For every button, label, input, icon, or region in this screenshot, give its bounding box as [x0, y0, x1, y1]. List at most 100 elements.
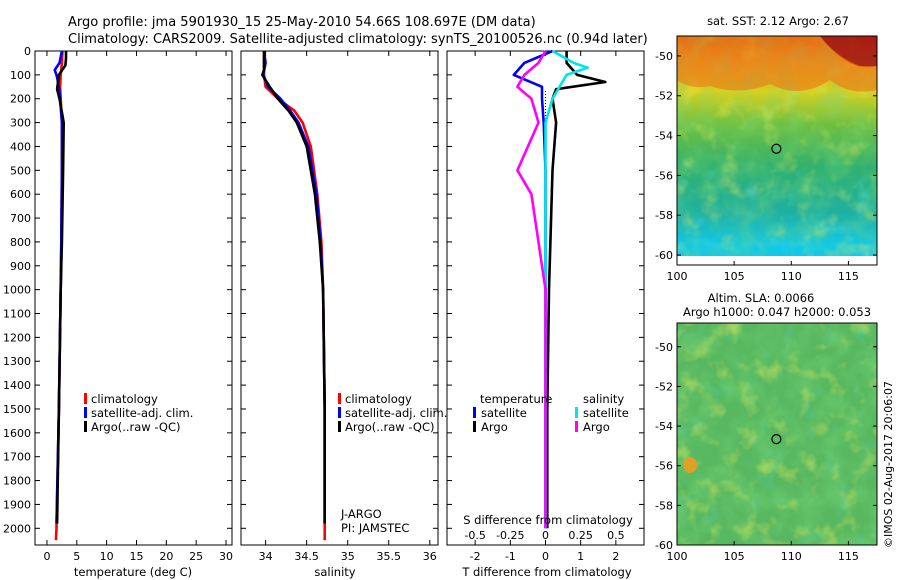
figure-title-line1: Argo profile: jma 5901930_15 25-May-2010… [68, 15, 536, 30]
legend-label-temp-satellite: satellite [481, 406, 527, 420]
depth-tick-label: 1100 [3, 308, 31, 321]
temperature-panel: 0100200300400500600700800900100011001200… [3, 45, 233, 579]
legend-label-temp-argo: Argo [481, 420, 508, 434]
depth-tick-label: 1400 [3, 379, 31, 392]
lat-tick-label: -56 [655, 460, 673, 473]
legend-swatch-temp-satellite [473, 407, 476, 418]
figure-title-line2: Climatology: CARS2009. Satellite-adjuste… [68, 32, 648, 47]
x-tick-label: 0 [43, 550, 50, 563]
sst-lat-axis: -50 -52 -54 -56 -58 -60 [655, 50, 877, 262]
series-line-satellite-adj-clim- [261, 50, 327, 524]
legend-swatch-satellite [338, 407, 341, 418]
x2-tick-label: 0.5 [607, 529, 625, 542]
series-line-climatology [262, 51, 327, 541]
lat-tick-label: -50 [655, 50, 673, 63]
legend-swatch-satellite [84, 407, 87, 418]
x2-tick-label: 0.25 [568, 529, 593, 542]
sst-texture-cyan [677, 170, 877, 256]
sst-warm-corner [820, 36, 877, 68]
series-line-salinity-argo [516, 50, 547, 529]
x-tick-label: 20 [159, 550, 173, 563]
lat-tick-label: -60 [655, 539, 673, 552]
lon-tick-label: 110 [781, 550, 802, 563]
depth-tick-label: 800 [10, 236, 31, 249]
sst-no-data-strip [677, 256, 877, 265]
salinity-axes-frame [240, 50, 439, 546]
x-tick-label: 35 [341, 550, 355, 563]
sla-orange-spot [683, 457, 697, 473]
lon-tick-label: 110 [781, 270, 802, 283]
lat-tick-label: -52 [655, 380, 673, 393]
depth-tick-label: 300 [10, 117, 31, 130]
depth-tick-label: 1800 [3, 475, 31, 488]
s-difference-label: S difference from climatology [463, 513, 633, 527]
argo-location-marker [771, 143, 782, 154]
difference-depth-ticks [447, 50, 644, 529]
difference-series [512, 49, 607, 529]
lon-tick-label: 105 [724, 550, 745, 563]
sst-map-frame [676, 35, 878, 266]
depth-tick-label: 700 [10, 212, 31, 225]
legend-label-satellite: satellite-adj. clim. [91, 406, 193, 420]
x-tick-label: -2 [470, 550, 481, 563]
lat-tick-label: -54 [655, 130, 673, 143]
x-tick-label: 36 [423, 550, 437, 563]
sla-map-panel: Altim. SLA: 0.0066 Argo h1000: 0.047 h20… [655, 291, 878, 563]
lat-tick-label: -52 [655, 90, 673, 103]
pi-annotation: PI: JAMSTEC [341, 521, 409, 535]
depth-tick-label: 1700 [3, 451, 31, 464]
argo-location-marker [771, 434, 782, 445]
sla-map-title: Altim. SLA: 0.0066 [708, 291, 815, 305]
x-tick-label: 0 [542, 550, 549, 563]
legend-swatch-argo [338, 421, 341, 432]
series-line-temperature-argo [545, 51, 607, 529]
temperature-series [53, 50, 68, 541]
x-tick-label: 2 [612, 550, 619, 563]
series-line-salinity-satellite [544, 49, 590, 529]
x-tick-label: 15 [129, 550, 143, 563]
lat-tick-label: -50 [655, 341, 673, 354]
temperature-x-axis: 0 5 10 15 20 25 30 [43, 51, 233, 563]
series-line-argo-raw-qc- [260, 51, 327, 524]
salinity-x-axis: 34 34.5 35 35.5 36 [259, 51, 437, 563]
depth-tick-label: 400 [10, 140, 31, 153]
x2-tick-label: -0.25 [496, 529, 524, 542]
sla-lon-axis: 100 105 110 115 [667, 541, 859, 563]
legend-swatch-sal-satellite [575, 407, 578, 418]
t-difference-xlabel: T difference from climatology [461, 565, 632, 579]
legend-label-argo: Argo(..raw -QC) [345, 420, 435, 434]
jargo-annotation: J-ARGO [340, 507, 382, 521]
legend-label-satellite: satellite-adj. clim. [345, 406, 447, 420]
sla-texture-cyan [677, 323, 877, 545]
lon-tick-label: 100 [667, 270, 688, 283]
salinity-depth-ticks [241, 50, 438, 529]
sla-map-subtitle: Argo h1000: 0.047 h2000: 0.053 [683, 305, 871, 319]
depth-tick-label: 600 [10, 188, 31, 201]
x-tick-label: 5 [73, 550, 80, 563]
sst-lon-axis: 100 105 110 115 [667, 261, 859, 283]
series-line-argo-raw-qc- [55, 51, 68, 524]
legend-swatch-argo [84, 421, 87, 432]
lat-tick-label: -56 [655, 169, 673, 182]
difference-legend: temperature salinity satellite Argo sate… [473, 392, 629, 434]
lon-tick-label: 115 [838, 270, 859, 283]
sst-map-title: sat. SST: 2.12 Argo: 2.67 [707, 14, 849, 28]
legend-label-climatology: climatology [91, 392, 158, 406]
depth-tick-label: 500 [10, 164, 31, 177]
depth-tick-label: 1200 [3, 331, 31, 344]
x-tick-label: 30 [219, 550, 233, 563]
x2-tick-label: -0.5 [464, 529, 485, 542]
depth-tick-label: 200 [10, 93, 31, 106]
depth-tick-label: 1600 [3, 427, 31, 440]
lat-tick-label: -60 [655, 249, 673, 262]
depth-tick-label: 900 [10, 260, 31, 273]
imos-timestamp: ©IMOS 02-Aug-2017 20:06:07 [882, 381, 895, 548]
lon-tick-label: 100 [667, 550, 688, 563]
sla-heatmap [677, 323, 877, 545]
legend-label-sal-satellite: satellite [583, 406, 629, 420]
sla-lat-axis: -50 -52 -54 -56 -58 -60 [655, 341, 877, 552]
temperature-legend: climatology satellite-adj. clim. Argo(..… [84, 392, 193, 434]
legend-header-temperature: temperature [480, 392, 552, 406]
temperature-xlabel: temperature (deg C) [74, 565, 192, 579]
